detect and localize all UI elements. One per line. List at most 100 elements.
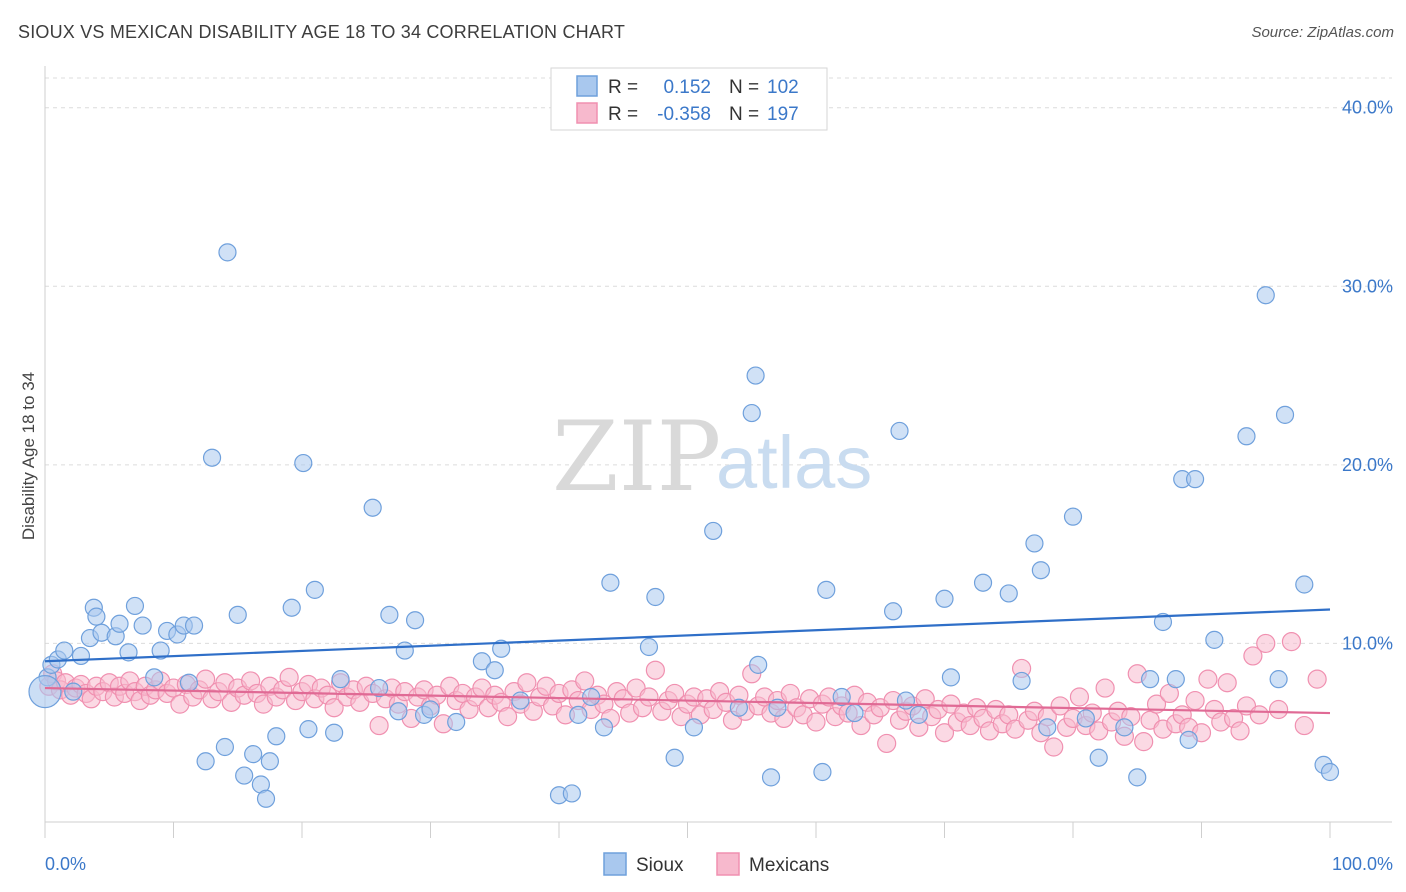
mexicans-point — [1185, 690, 1205, 711]
sioux-point — [405, 611, 425, 630]
sioux-point — [294, 453, 313, 473]
sioux-point — [582, 687, 601, 707]
mexicans-point — [1249, 705, 1269, 725]
sioux-point — [746, 366, 765, 385]
sioux-point — [1140, 670, 1160, 689]
sioux-point — [28, 675, 62, 709]
mexicans-point — [665, 683, 685, 704]
sioux-point — [492, 639, 511, 658]
sioux-point — [684, 718, 704, 737]
y-tick-label: 10.0% — [1342, 633, 1393, 653]
sioux-point — [704, 521, 723, 541]
legend-swatch-sioux — [576, 75, 598, 97]
bottom-legend-label-mexicans: Mexicans — [749, 855, 829, 876]
sioux-point — [973, 573, 993, 592]
sioux-point — [1063, 507, 1083, 526]
sioux-point — [267, 727, 286, 746]
sioux-point — [331, 670, 350, 689]
sioux-point — [1179, 730, 1198, 749]
sioux-point — [110, 614, 129, 633]
legend-r-label-mexicans: R = — [608, 104, 638, 125]
sioux-point — [71, 646, 91, 666]
legend-r-label-sioux: R = — [608, 77, 638, 98]
sioux-point — [196, 752, 215, 771]
mexicans-point — [639, 687, 659, 707]
y-tick-label: 40.0% — [1342, 98, 1393, 118]
sioux-point — [594, 718, 614, 737]
sioux-point — [729, 698, 749, 717]
mexicans-point — [1307, 669, 1327, 689]
sioux-point — [184, 616, 204, 635]
mexicans-point — [1198, 669, 1218, 689]
sioux-point — [260, 752, 279, 771]
sioux-point — [761, 768, 781, 787]
sioux-point — [215, 737, 234, 757]
legend-swatch-mexicans — [576, 102, 598, 124]
mexicans-point — [1134, 732, 1154, 752]
sioux-point — [472, 652, 491, 671]
bottom-legend-swatch-sioux — [603, 852, 627, 876]
sioux-point — [999, 584, 1018, 603]
sioux-point — [742, 403, 761, 423]
bottom-legend-swatch-mexicans — [716, 852, 740, 876]
sioux-point — [832, 687, 851, 707]
legend-r-value-sioux: 0.152 — [663, 77, 711, 98]
sioux-point — [1025, 534, 1044, 553]
sioux-point — [569, 705, 588, 724]
mexicans-point — [517, 673, 537, 693]
chart-title: SIOUX VS MEXICAN DISABILITY AGE 18 TO 34… — [18, 22, 626, 42]
sioux-point — [1128, 768, 1147, 787]
sioux-point — [55, 641, 74, 660]
legend: R = 0.152 N = 102 R = -0.358 N = 197 — [550, 67, 828, 131]
mexicans-point — [1281, 632, 1302, 652]
sioux-point — [749, 655, 768, 674]
sioux-point — [511, 691, 530, 710]
sioux-point — [299, 720, 318, 739]
bottom-legend-label-sioux: Sioux — [636, 855, 684, 876]
sioux-point — [363, 498, 382, 517]
mexicans-trend-line — [44, 686, 1331, 715]
sioux-point — [244, 745, 263, 764]
source-label: Source: ZipAtlas.com — [1251, 24, 1394, 41]
sioux-point — [935, 589, 954, 608]
mexicans-point — [806, 712, 826, 732]
sioux-point — [1269, 670, 1288, 689]
grid-lines — [45, 77, 1392, 644]
sioux-point — [941, 668, 961, 687]
trend-lines — [44, 608, 1331, 715]
mexicans-point — [1217, 673, 1237, 693]
sioux-point — [1076, 709, 1095, 728]
legend-n-label-mexicans: N = — [729, 104, 759, 125]
sioux-point — [133, 616, 152, 635]
sioux-point — [890, 421, 909, 441]
sioux-point — [125, 596, 145, 616]
mexicans-point — [1256, 633, 1276, 654]
sioux-point — [325, 723, 344, 742]
sioux-point — [1185, 470, 1205, 489]
sioux-point — [395, 641, 414, 660]
y-tick-label: 30.0% — [1342, 276, 1393, 296]
sioux-point — [179, 673, 199, 692]
sioux-point — [1031, 561, 1050, 580]
sioux-point — [845, 703, 864, 723]
sioux-point — [389, 702, 408, 721]
sioux-point — [485, 661, 504, 680]
mexicans-point — [279, 667, 299, 687]
mexicans-point — [1294, 715, 1314, 736]
sioux-point — [1237, 427, 1256, 446]
sioux-point — [817, 580, 836, 599]
sioux-point — [1256, 286, 1275, 305]
sioux-point — [639, 637, 659, 657]
sioux-point — [305, 580, 324, 599]
sioux-point — [665, 748, 684, 767]
mexicans-point — [1243, 646, 1263, 666]
watermark-zip: ZIP — [552, 401, 721, 513]
watermark-atlas: atlas — [716, 421, 872, 504]
sioux-point — [119, 643, 138, 662]
mexicans-point — [915, 689, 935, 709]
watermark: ZIP atlas — [552, 401, 872, 513]
sioux-point — [646, 587, 665, 607]
sioux-point — [235, 766, 254, 785]
x-tick-label: 0.0% — [45, 854, 86, 874]
